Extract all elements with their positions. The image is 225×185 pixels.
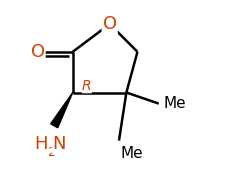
- Text: O: O: [31, 43, 45, 61]
- Text: Me: Me: [121, 146, 144, 161]
- Text: Me: Me: [163, 96, 186, 111]
- Text: H: H: [34, 135, 48, 153]
- Text: R: R: [82, 79, 92, 93]
- Polygon shape: [51, 92, 73, 128]
- Text: O: O: [103, 15, 117, 33]
- Text: 2: 2: [47, 146, 55, 159]
- Text: N: N: [52, 135, 66, 153]
